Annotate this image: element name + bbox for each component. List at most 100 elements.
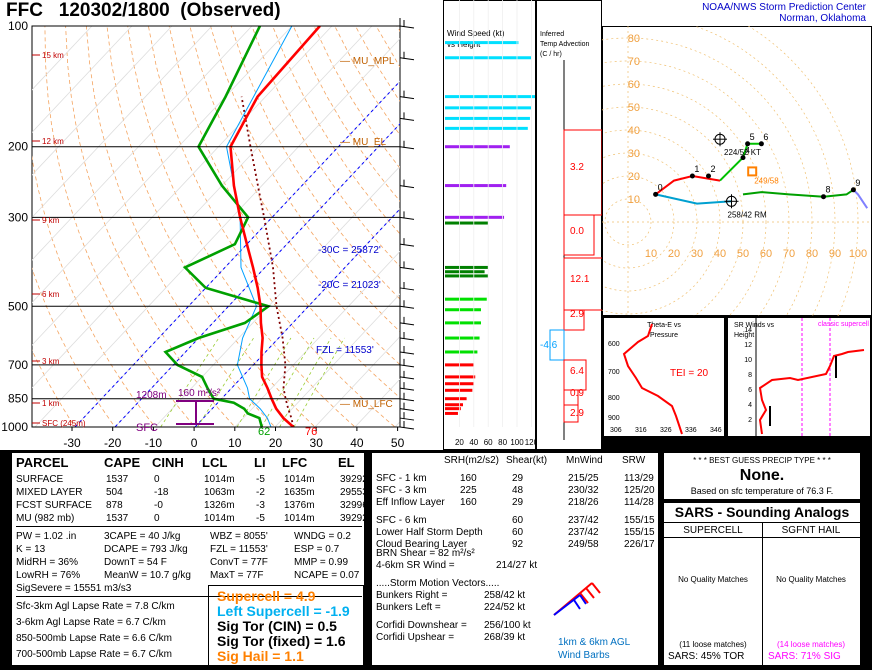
srw-y-tick: 6: [748, 387, 752, 394]
temperature-tick-label: 10: [228, 436, 242, 450]
mu-lfc-label: — MU_LFC: [340, 399, 393, 410]
hodo-x-tick: 10: [645, 248, 657, 260]
storm-motion-marker: [747, 166, 758, 177]
parcel-cell: SURFACE: [16, 474, 64, 485]
parcel-cell: 1014m: [284, 474, 315, 485]
kinematics-box: SRH(m2/s2) Shear(kt) MnWind SRW SFC - 1 km 1…: [372, 453, 658, 665]
wind-barb-staff: [399, 351, 415, 355]
storm-vector-value: 258/42 kt: [484, 590, 526, 601]
height-label: 12 km: [42, 137, 64, 146]
hodo-point-9: [850, 187, 856, 193]
hodo-point-8-label: 8: [826, 185, 831, 195]
severe-index: Sig Hail = 1.1: [217, 648, 304, 664]
eff-inflow-srh: 160 m²/s²: [178, 388, 221, 399]
kinematics-cell: 60: [512, 527, 524, 538]
dry-adiabat: [168, 26, 400, 399]
hodo-x-tick: 60: [760, 248, 772, 260]
hodo-point-9-label: 9: [855, 178, 860, 188]
eff-inflow-depth: 1208m: [136, 390, 167, 401]
wind-speed-bar: [445, 116, 530, 120]
parcel-box: PARCEL CAPE CINH LCL LI LFC EL SURFACE 1537 0 101…: [12, 453, 370, 667]
hodo-y-tick: 40: [628, 125, 640, 137]
wind-barb-staff: [399, 408, 415, 412]
parcel-cell: 29553': [340, 487, 370, 498]
temperature-tick-label: -30: [63, 436, 81, 450]
precip-title: * * * BEST GUESS PRECIP TYPE * * *: [693, 456, 831, 465]
org-credit: NOAA/NWS Storm Prediction Center Norman,…: [702, 2, 866, 24]
station-id: FFC: [6, 0, 43, 21]
parcel-cell: 1537: [106, 474, 129, 485]
tadv-value: 3.2: [570, 162, 584, 173]
srw-trace: [758, 349, 865, 435]
mixing-ratio-line: [279, 337, 332, 427]
dry-adiabat: [189, 26, 400, 366]
hodo-bunkers: [655, 193, 732, 205]
lapse-rate: 850-500mb Lapse Rate = 6.6 C/km: [16, 633, 172, 644]
kinematics-cell: 155/15: [624, 527, 655, 538]
height-label: 3 km: [42, 357, 60, 366]
temperature-tick-label: 50: [391, 436, 405, 450]
isotherm: [114, 123, 400, 427]
lapse-rate: 700-500mb Lapse Rate = 6.7 C/km: [16, 649, 172, 660]
bottom-panel: PARCEL CAPE CINH LCL LI LFC EL SURFACE 1537 0 101…: [0, 450, 872, 670]
station-title: FFC 120302/1800 (Observed): [6, 0, 281, 22]
hodo-x-tick: 100: [849, 248, 867, 260]
parcel-cell: 1635m: [284, 487, 315, 498]
isotherm: [234, 250, 400, 427]
tadv-value: 0.0: [570, 226, 584, 237]
right-mover-label: 258/42 RM: [728, 210, 767, 219]
parcel-cell: 39292': [340, 513, 370, 524]
hodo-x-tick: 20: [668, 248, 680, 260]
height-label: 1 km: [42, 399, 60, 408]
tadv-value: 0.9: [570, 388, 584, 399]
wind-speed-bar: [445, 388, 473, 392]
storm-vector-label: Bunkers Right =: [376, 590, 448, 601]
wind-barb-staff: [399, 305, 415, 309]
dry-adiabat: [32, 155, 156, 427]
hodo-y-tick: 50: [628, 102, 640, 114]
index-value: ConvT = 77F: [210, 557, 268, 568]
storm-vector-label: Corfidi Downshear =: [376, 620, 467, 631]
temperature-tick-label: 0: [191, 436, 198, 450]
wind-title-1: Wind Speed (kt): [447, 29, 505, 38]
parcel-cell: -0: [154, 500, 163, 511]
index-value: DCAPE = 793 J/kg: [104, 544, 188, 555]
index-value: LowRH = 76%: [16, 570, 81, 581]
wind-speed-bar: [445, 265, 489, 269]
pressure-tick-label: 200: [8, 140, 28, 154]
isotherm-highlight: [74, 80, 400, 427]
dry-adiabat: [148, 26, 396, 427]
temperature-tick-label: -20: [104, 436, 122, 450]
hodo-0-3km: [654, 174, 721, 196]
tadv-bar: [563, 309, 585, 331]
temperature-tick-label: -10: [145, 436, 163, 450]
tadv-title-3: (C / hr): [540, 51, 562, 58]
wind-tick-label: 80: [498, 438, 507, 447]
mixing-ratio-line: [293, 337, 345, 427]
hodo-x-tick: 40: [714, 248, 726, 260]
divider: [16, 526, 362, 527]
index-value: SigSevere = 15551 m3/s3: [16, 583, 132, 594]
kinematics-cell: 48: [512, 485, 524, 496]
hodo-frame: [602, 26, 872, 316]
parcel-header: PARCEL: [16, 455, 69, 470]
isotherm: [274, 293, 400, 427]
index-value: FZL = 11553': [210, 544, 268, 555]
wind-barbs-icon: [553, 582, 601, 616]
thetae-y-tick: 800: [608, 395, 620, 402]
parcel-cell: -5: [256, 474, 265, 485]
storm-vector-label: Bunkers Left =: [376, 602, 441, 613]
parcel-trace: [240, 96, 295, 427]
parcel-cell: 1063m: [204, 487, 235, 498]
kinematics-cell: 114/28: [624, 497, 654, 508]
wind-speed-bar: [445, 126, 528, 130]
mean-wind-label: 224/52 KT: [724, 148, 761, 157]
precip-type: None.: [739, 467, 785, 484]
severe-index: Left Supercell = -1.9: [217, 603, 350, 619]
srw-y-tick: 8: [748, 372, 752, 379]
wind-speed-bar: [445, 184, 507, 188]
tadv-bar: [549, 329, 565, 361]
hodo-point-4-label: 4: [745, 146, 750, 156]
sars-supercell-loose: (11 loose matches): [679, 640, 747, 649]
